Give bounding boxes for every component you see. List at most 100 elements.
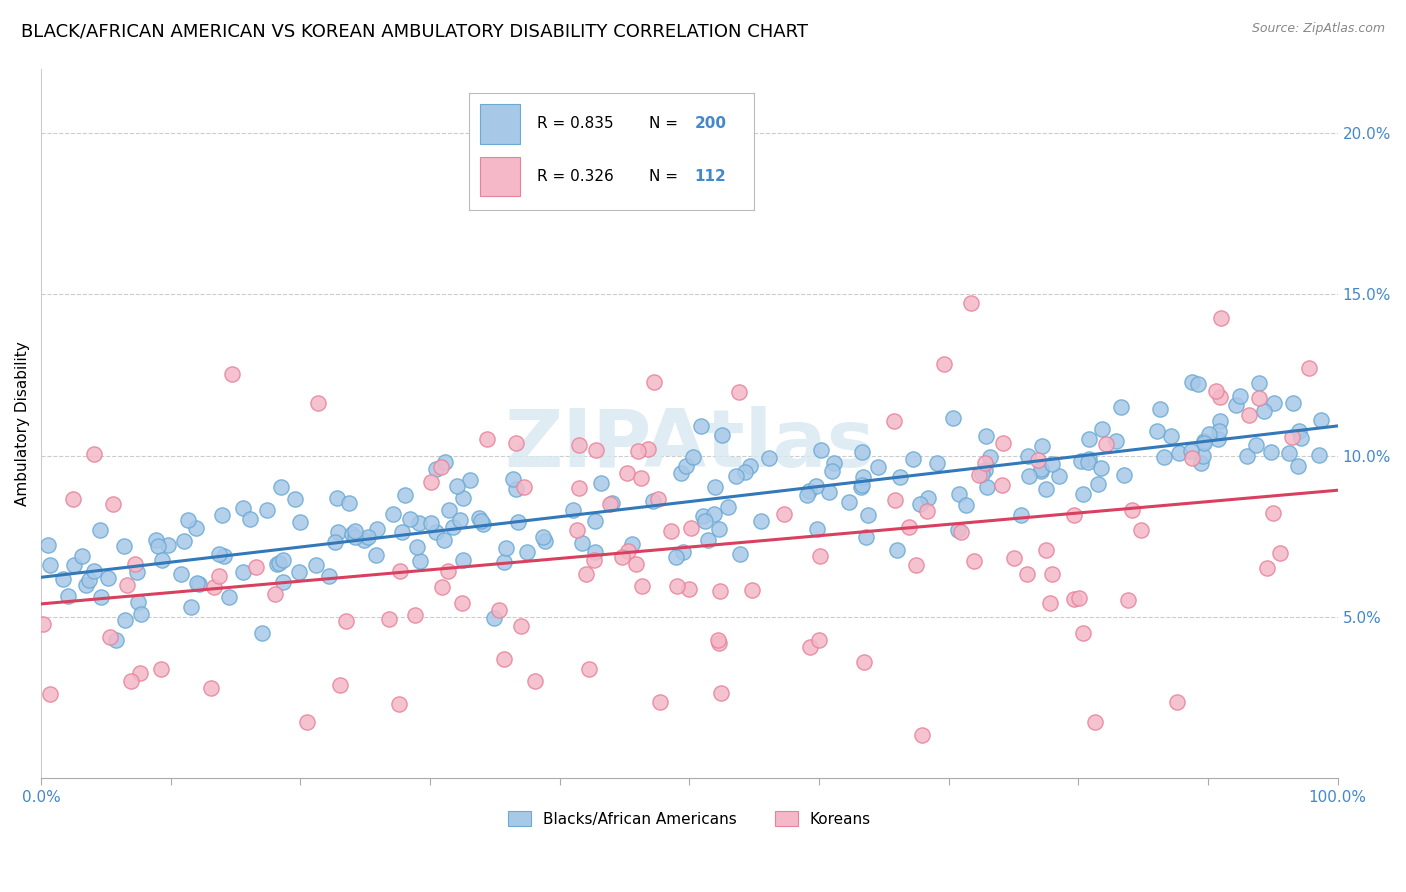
Point xyxy=(1010,508,1032,523)
Point xyxy=(967,468,990,483)
Point xyxy=(1282,395,1305,409)
Point xyxy=(472,516,495,531)
Point xyxy=(482,611,505,625)
Point xyxy=(585,443,607,458)
Point xyxy=(232,500,254,515)
Point xyxy=(381,508,404,522)
Point xyxy=(451,491,474,505)
Point xyxy=(37,538,59,552)
Point xyxy=(583,553,606,567)
Point xyxy=(343,524,366,538)
Point xyxy=(884,492,907,507)
Point xyxy=(852,655,875,669)
Point xyxy=(643,494,665,508)
Point xyxy=(221,367,243,381)
Point xyxy=(806,523,828,537)
Point xyxy=(177,513,200,527)
Point xyxy=(200,681,222,695)
Point xyxy=(911,728,934,742)
Point xyxy=(120,674,142,689)
Point xyxy=(1091,422,1114,436)
Point xyxy=(901,452,924,467)
Point xyxy=(955,498,977,512)
Point xyxy=(232,565,254,579)
Point xyxy=(90,590,112,604)
Point xyxy=(707,522,730,536)
Point xyxy=(849,480,872,494)
Point xyxy=(419,475,441,489)
Point xyxy=(1114,468,1136,483)
Point xyxy=(1029,462,1052,476)
Point xyxy=(170,566,193,581)
Point xyxy=(1289,431,1312,445)
Point xyxy=(734,465,756,479)
Point xyxy=(897,520,920,534)
Point xyxy=(270,479,292,493)
Point xyxy=(1281,430,1303,444)
Point xyxy=(682,450,704,464)
Point xyxy=(52,572,75,586)
Point xyxy=(437,503,460,517)
Point xyxy=(1244,438,1267,452)
Point xyxy=(1208,424,1230,438)
Point xyxy=(575,567,598,582)
Point xyxy=(1078,451,1101,466)
Point xyxy=(408,516,430,530)
Point xyxy=(838,495,860,509)
Point xyxy=(1071,626,1094,640)
Point xyxy=(506,515,529,529)
Point xyxy=(264,587,287,601)
Point xyxy=(271,553,294,567)
Point xyxy=(650,695,672,709)
Point xyxy=(202,581,225,595)
Point xyxy=(565,523,588,537)
Point xyxy=(942,411,965,425)
Point xyxy=(63,558,86,572)
Point xyxy=(974,456,997,470)
Point xyxy=(630,578,652,592)
Point xyxy=(709,584,731,599)
Point xyxy=(972,467,994,482)
Point xyxy=(534,534,557,549)
Point xyxy=(1095,437,1118,451)
Point xyxy=(1198,426,1220,441)
Point xyxy=(502,472,524,486)
Point xyxy=(591,476,613,491)
Point xyxy=(1018,469,1040,483)
Point xyxy=(256,503,278,517)
Point xyxy=(340,527,363,541)
Point xyxy=(1225,398,1247,412)
Point xyxy=(974,463,997,477)
Point xyxy=(671,466,693,480)
Point xyxy=(571,536,593,550)
Point xyxy=(288,566,311,580)
Point xyxy=(799,640,821,655)
Point xyxy=(1263,396,1285,410)
Point xyxy=(621,537,644,551)
Point xyxy=(388,564,411,578)
Point xyxy=(749,514,772,528)
Point xyxy=(585,545,607,559)
Point xyxy=(1192,449,1215,463)
Point xyxy=(562,503,585,517)
Point xyxy=(1309,413,1331,427)
Point xyxy=(451,553,474,567)
Point xyxy=(404,607,426,622)
Point xyxy=(772,507,794,521)
Point xyxy=(337,496,360,510)
Point xyxy=(1116,593,1139,607)
Point xyxy=(149,661,172,675)
Point xyxy=(1078,432,1101,446)
Point xyxy=(820,465,842,479)
Point xyxy=(252,626,274,640)
Point xyxy=(101,497,124,511)
Point xyxy=(1035,542,1057,557)
Point xyxy=(1194,436,1216,450)
Point xyxy=(583,514,606,528)
Point xyxy=(1298,361,1320,376)
Point xyxy=(129,607,152,621)
Point xyxy=(905,558,928,573)
Point xyxy=(637,442,659,456)
Point xyxy=(1206,432,1229,446)
Point xyxy=(1247,391,1270,405)
